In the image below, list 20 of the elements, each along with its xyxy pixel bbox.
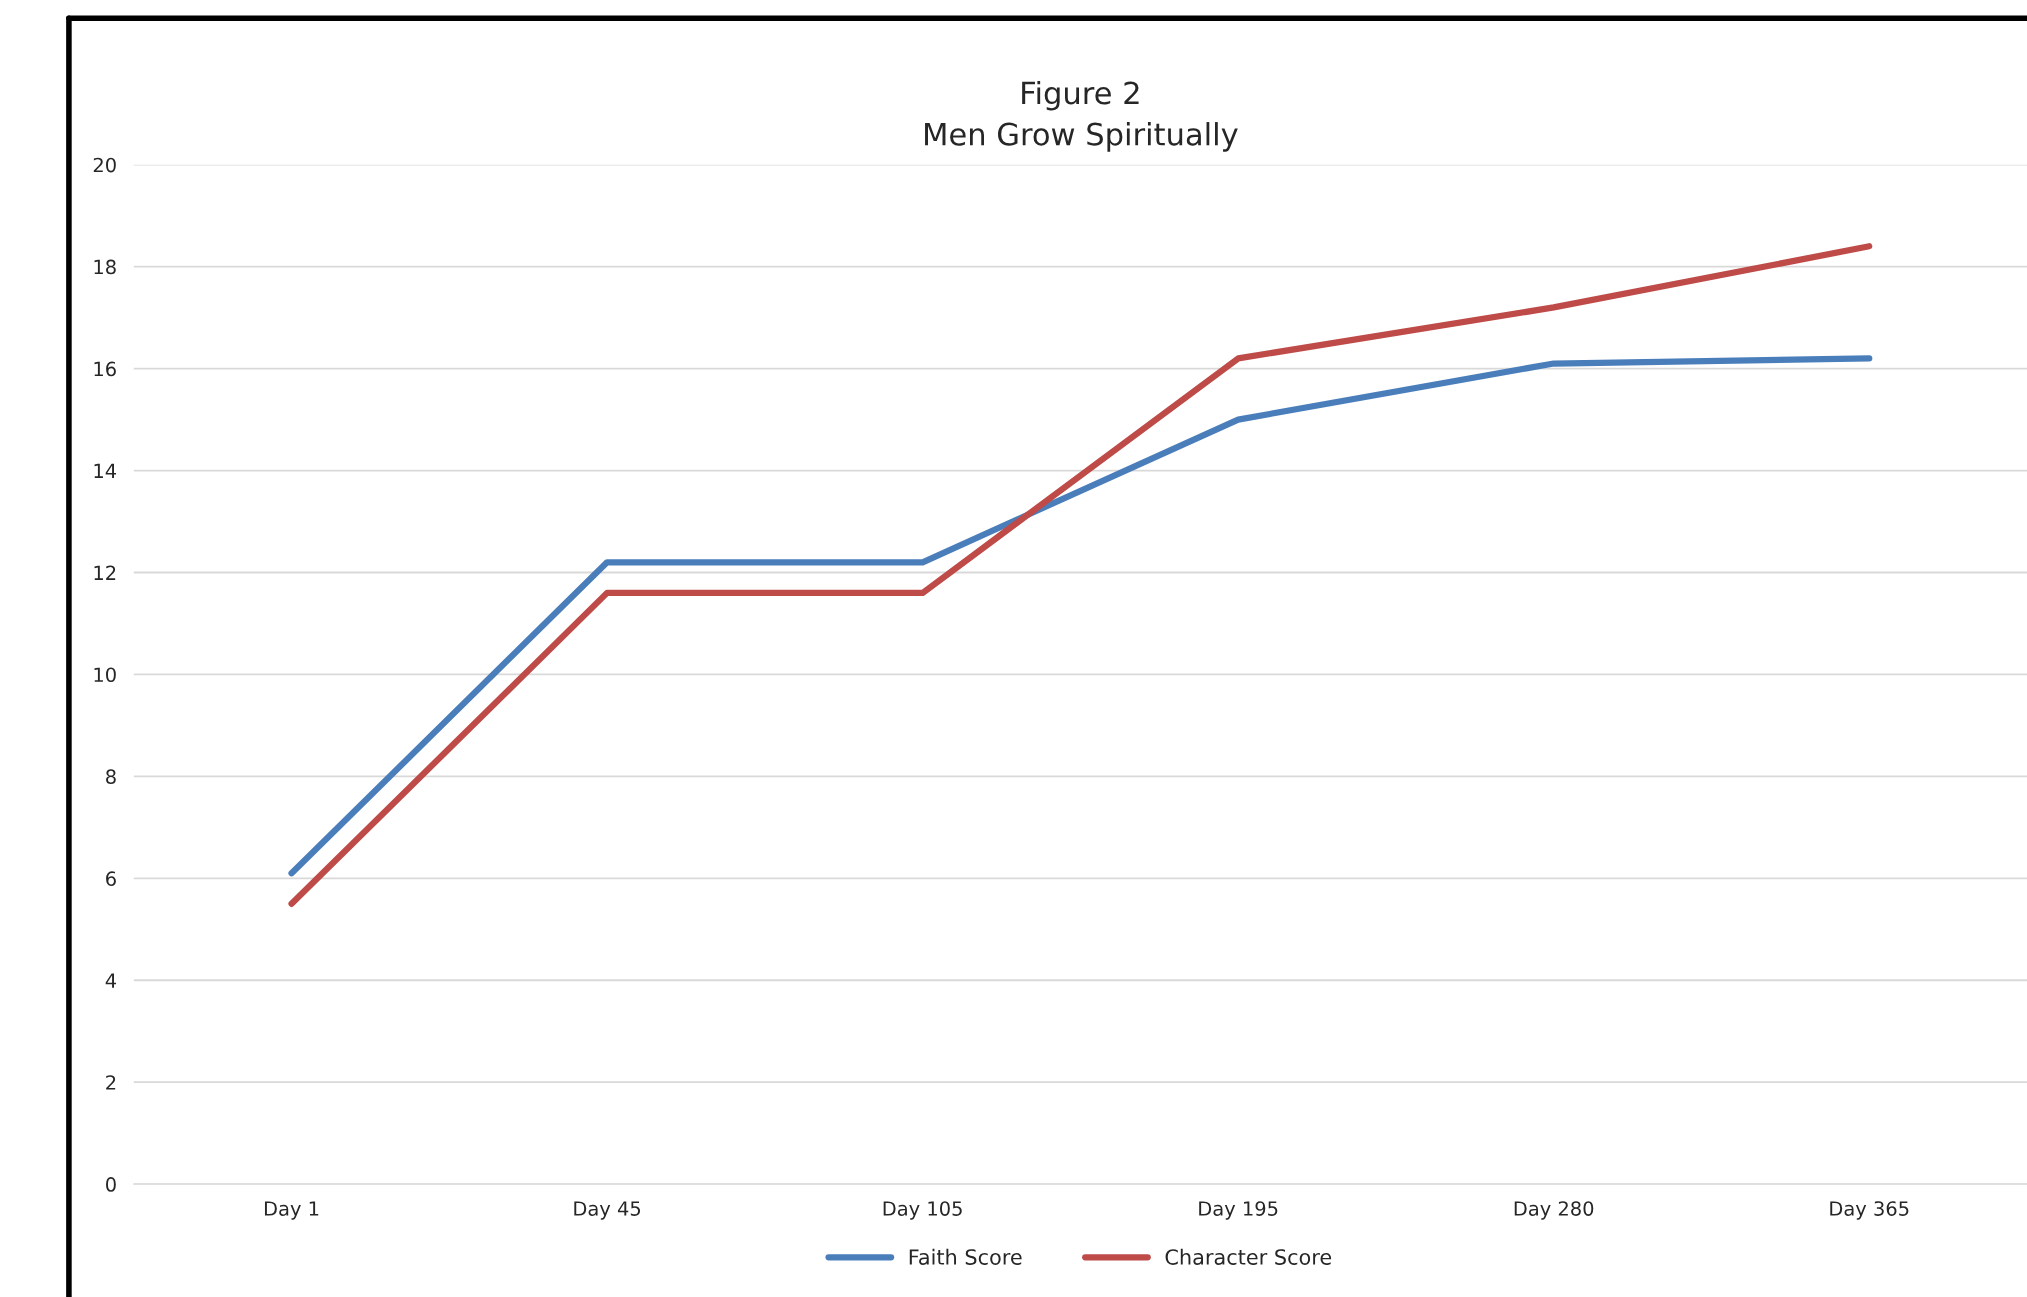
y-tick-label: 6 <box>106 871 116 886</box>
y-tick-label: 10 <box>94 667 116 683</box>
y-tick-label: 12 <box>94 565 116 580</box>
x-tick-label: Day 365 <box>1830 1201 1909 1220</box>
x-tick-label: Day 1 <box>264 1201 319 1220</box>
y-tick-label: 8 <box>106 769 116 785</box>
legend-label: Faith Score <box>909 1248 1022 1265</box>
chart-title: Figure 2 Men Grow Spiritually <box>925 80 1238 152</box>
x-tick-label: Day 45 <box>574 1201 641 1220</box>
legend-label: Character Score <box>1165 1248 1332 1265</box>
y-tick-label: 2 <box>106 1075 116 1090</box>
x-tick-label: Day 195 <box>1199 1201 1278 1220</box>
y-tick-label: 16 <box>94 361 116 377</box>
y-tick-label: 0 <box>106 1177 116 1192</box>
x-tick-label: Day 105 <box>883 1201 962 1220</box>
y-tick-label: 4 <box>105 973 117 988</box>
y-tick-label: 14 <box>94 463 117 478</box>
y-tick-label: 20 <box>93 157 116 173</box>
y-tick-label: 18 <box>94 259 116 275</box>
x-tick-label: Day 280 <box>1514 1201 1594 1220</box>
